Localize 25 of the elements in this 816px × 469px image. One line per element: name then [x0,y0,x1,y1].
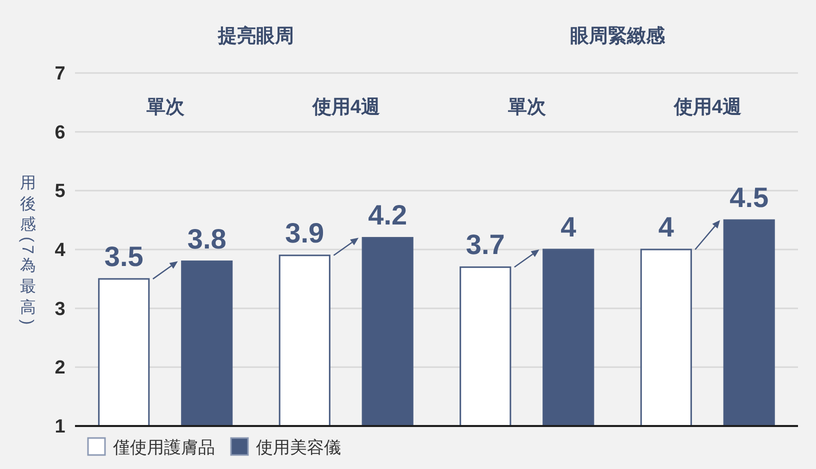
x-tick-label: 單次 [506,97,547,118]
legend: 僅使用護膚品 使用美容儀 [87,437,341,457]
text: 提亮眼周 [216,25,294,47]
data-label: 3.7 [466,229,505,260]
data-label: 4 [658,212,674,242]
data-label: 4.2 [368,200,408,231]
y-tick-label: 1 [54,416,66,438]
legend-label: 使用美容儀 [256,438,341,457]
x-tick-label: 使用4週 [311,97,380,118]
text: 眼周緊緻感 [570,25,666,47]
y-tick-label: 4 [54,240,66,261]
y-tick-label: 3 [54,298,66,320]
x-tick-label: 單次 [145,97,186,118]
data-label: 4 [560,212,577,242]
y-tick-label: 2 [54,358,66,379]
data-label: 4.5 [730,182,769,214]
y-tick-label: 7 [54,64,66,84]
data-label: 3.8 [187,223,226,254]
y-tick-label: 6 [54,122,66,144]
x-tick-label: 使用4週 [672,97,742,118]
data-label: 3.5 [104,240,144,272]
y-tick-label: 5 [54,181,66,202]
series-label: 僅使用護膚品 [112,438,215,457]
data-label: 3.9 [285,217,324,248]
y-axis-title: 用後感(7為最高) [18,175,36,325]
